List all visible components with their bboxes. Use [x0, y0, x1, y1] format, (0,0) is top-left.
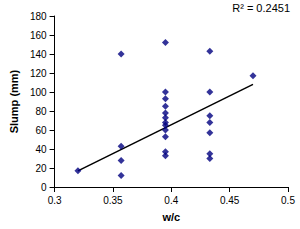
svg-text:0.5: 0.5	[281, 195, 295, 206]
svg-text:R² = 0.2451: R² = 0.2451	[232, 2, 290, 14]
svg-text:140: 140	[30, 49, 47, 60]
svg-text:160: 160	[30, 30, 47, 41]
svg-text:0.45: 0.45	[220, 195, 240, 206]
svg-text:Slump (mm): Slump (mm)	[8, 69, 20, 133]
svg-text:0.35: 0.35	[103, 195, 123, 206]
svg-text:80: 80	[35, 106, 47, 117]
svg-text:w/c: w/c	[161, 211, 180, 223]
svg-text:0.3: 0.3	[48, 195, 62, 206]
svg-text:120: 120	[30, 68, 47, 79]
svg-text:60: 60	[35, 125, 47, 136]
svg-text:180: 180	[30, 11, 47, 22]
svg-text:0.4: 0.4	[164, 195, 178, 206]
svg-text:40: 40	[35, 144, 47, 155]
svg-text:20: 20	[35, 163, 47, 174]
svg-text:100: 100	[30, 87, 47, 98]
svg-text:0: 0	[41, 182, 47, 193]
